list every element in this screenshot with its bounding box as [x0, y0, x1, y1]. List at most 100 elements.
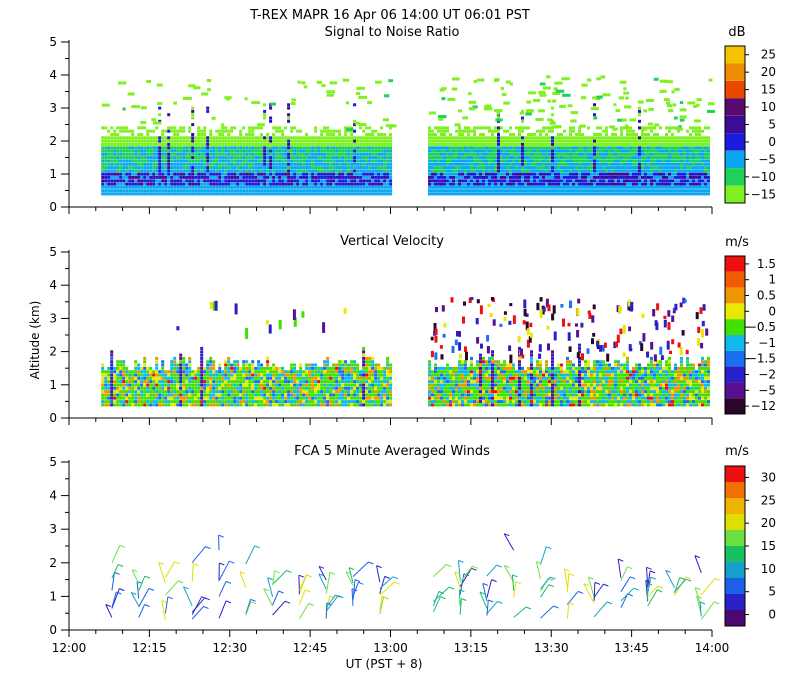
snr-cell [374, 136, 378, 140]
snr-cell [515, 172, 518, 176]
snr-cell [320, 136, 324, 140]
snr-cell [146, 146, 150, 150]
velocity-cell [245, 386, 249, 390]
snr-cell [341, 179, 345, 183]
snr-cell [695, 162, 698, 166]
snr-cell [563, 192, 566, 196]
snr-cell [617, 162, 620, 166]
snr-cell [632, 129, 635, 133]
snr-cell [551, 189, 554, 193]
snr-cell [491, 179, 494, 183]
velocity-cell [314, 393, 318, 397]
snr-cell [545, 182, 548, 186]
snr-cell [686, 156, 689, 160]
snr-cell [665, 192, 668, 196]
snr-cell [143, 162, 147, 166]
snr-cell [362, 166, 366, 170]
colorbar-swatch [725, 115, 745, 134]
snr-cell [506, 156, 509, 160]
snr-cell [122, 185, 126, 189]
snr-cell [533, 142, 536, 146]
snr-cell [167, 189, 171, 193]
snr-cell [353, 103, 357, 107]
snr-cell [164, 129, 168, 133]
snr-cell [257, 175, 261, 179]
velocity-cell [257, 396, 261, 400]
snr-cell [521, 146, 524, 150]
snr-cell [194, 136, 198, 140]
snr-cell [449, 156, 452, 160]
snr-cell [695, 159, 698, 163]
snr-cell [644, 162, 647, 166]
snr-cell [260, 152, 264, 156]
snr-cell [269, 175, 273, 179]
velocity-cell [125, 390, 129, 394]
snr-cell [587, 166, 590, 170]
snr-cell [438, 115, 447, 119]
snr-cell [197, 182, 201, 186]
snr-cell [461, 192, 464, 196]
snr-cell [695, 185, 698, 189]
snr-cell [440, 192, 443, 196]
velocity-cell [140, 376, 144, 380]
snr-cell [434, 133, 437, 136]
snr-cell [263, 166, 267, 170]
snr-cell [482, 185, 485, 189]
snr-cell [119, 172, 123, 176]
snr-cell [671, 166, 674, 170]
snr-cell [350, 166, 354, 170]
velocity-cell [209, 356, 213, 360]
snr-cell [158, 175, 162, 179]
snr-cell [464, 129, 467, 133]
snr-cell [374, 185, 378, 189]
snr-cell [548, 192, 551, 196]
snr-cell [206, 185, 210, 189]
velocity-cell [185, 383, 189, 387]
snr-cell [377, 182, 381, 186]
snr-cell [311, 172, 315, 176]
velocity-cell [200, 353, 204, 357]
snr-cell [272, 172, 276, 176]
snr-cell [335, 169, 339, 173]
snr-cell [674, 142, 677, 146]
snr-cell [284, 139, 288, 143]
snr-cell [536, 162, 539, 166]
snr-cell [506, 159, 509, 163]
snr-cell [236, 152, 240, 156]
snr-cell [548, 166, 551, 170]
snr-cell [113, 129, 117, 133]
snr-cell [344, 136, 348, 140]
snr-cell [467, 133, 470, 136]
snr-cell [233, 179, 237, 183]
velocity-cell [131, 376, 135, 380]
snr-cell [608, 169, 611, 173]
snr-cell [602, 162, 605, 166]
velocity-cell [290, 370, 294, 374]
snr-cell [206, 156, 210, 160]
snr-cell [590, 179, 593, 183]
snr-cell [365, 159, 369, 163]
snr-cell [668, 172, 671, 176]
snr-cell [479, 192, 482, 196]
snr-cell [581, 149, 584, 153]
velocity-cell [188, 376, 192, 380]
snr-cell [524, 149, 527, 153]
velocity-cell [275, 396, 279, 400]
snr-cell [671, 185, 674, 189]
velocity-cell [170, 363, 174, 367]
snr-cell [614, 149, 617, 153]
snr-cell [188, 149, 192, 153]
snr-cell [194, 175, 198, 179]
snr-cell [683, 162, 686, 166]
velocity-cell [194, 400, 198, 404]
snr-cell [476, 159, 479, 163]
snr-cell [446, 166, 449, 170]
snr-cell [593, 152, 596, 156]
snr-cell [140, 133, 144, 136]
snr-cell [596, 159, 599, 163]
snr-cell [224, 146, 228, 150]
velocity-cell [164, 396, 168, 400]
velocity-cell [287, 370, 291, 374]
snr-cell [693, 105, 698, 108]
snr-cell [149, 182, 153, 186]
